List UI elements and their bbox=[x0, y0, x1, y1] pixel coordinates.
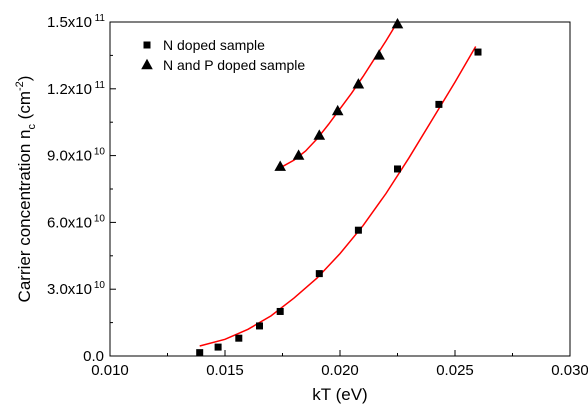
y-tick-label: 6.0x10 bbox=[47, 214, 92, 231]
triangle-marker bbox=[141, 58, 153, 70]
x-tick-label: 0.015 bbox=[206, 362, 244, 379]
legend-label: N doped sample bbox=[163, 37, 265, 53]
square-marker bbox=[256, 322, 263, 330]
square-marker bbox=[394, 165, 401, 173]
x-tick-label: 0.025 bbox=[436, 362, 474, 379]
y-axis-ticks: 0.03.0x10 106.0x10 109.0x10 101.2x10 111.5x1… bbox=[47, 13, 116, 365]
square-marker bbox=[235, 334, 243, 342]
triangle-marker bbox=[313, 129, 326, 140]
fit-curves bbox=[199, 22, 477, 347]
triangle-marker bbox=[391, 18, 404, 29]
legend-label: N and P doped sample bbox=[163, 57, 305, 73]
y-tick-label: 9.0x10 bbox=[47, 148, 92, 165]
square-marker bbox=[315, 270, 323, 278]
square-marker bbox=[143, 41, 151, 49]
y-tick-exponent: 10 bbox=[94, 280, 106, 291]
y-tick-exponent: 11 bbox=[95, 13, 106, 24]
fit-curve-series-2 bbox=[279, 22, 399, 169]
triangle-marker bbox=[352, 78, 365, 89]
triangle-marker bbox=[274, 160, 286, 171]
x-tick-label: 0.020 bbox=[321, 362, 359, 379]
triangle-marker bbox=[331, 104, 344, 116]
y-tick-label: 1.2x10 bbox=[47, 81, 92, 98]
square-marker bbox=[474, 48, 482, 56]
y-tick-label: 3.0x10 bbox=[47, 281, 92, 298]
y-tick-label: 0.0 bbox=[83, 348, 104, 365]
square-marker bbox=[196, 349, 204, 357]
y-axis-title: Carrier concentration nc (cm-2) bbox=[14, 76, 38, 303]
fit-curve-series-1 bbox=[199, 46, 477, 347]
y-tick-exponent: 10 bbox=[94, 147, 106, 158]
square-marker bbox=[354, 226, 362, 234]
triangle-marker bbox=[292, 149, 305, 160]
legend: N doped sample N and P doped sample bbox=[141, 37, 305, 73]
triangle-marker bbox=[373, 49, 385, 60]
y-tick-label: 1.5x10 bbox=[47, 14, 92, 31]
data-markers bbox=[196, 18, 482, 357]
x-axis-ticks: 0.010 0.015 0.020 0.025 0.030 bbox=[91, 350, 588, 379]
y-tick-exponent: 11 bbox=[95, 80, 106, 91]
square-marker bbox=[276, 307, 284, 315]
square-marker bbox=[435, 100, 443, 108]
y-tick-exponent: 10 bbox=[94, 213, 106, 224]
square-marker bbox=[214, 343, 222, 351]
x-tick-label: 0.010 bbox=[91, 362, 129, 379]
x-axis-title: kT (eV) bbox=[312, 385, 367, 404]
x-tick-label: 0.030 bbox=[551, 362, 588, 379]
